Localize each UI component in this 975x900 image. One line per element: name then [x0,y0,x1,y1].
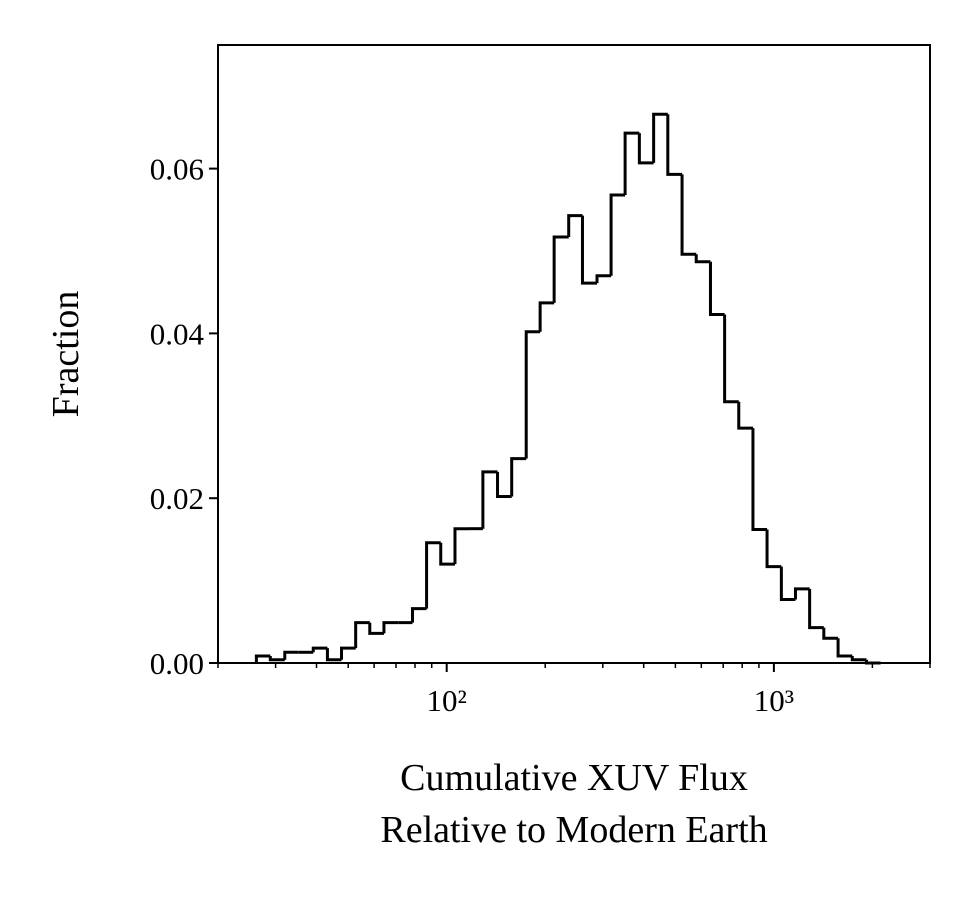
x-tick-label: 10² [427,683,467,718]
histogram-step [439,542,455,566]
y-tick-label: 0.06 [150,152,204,187]
histogram-step [254,654,271,663]
histogram-step [453,527,470,565]
histogram-step [552,235,569,303]
histogram-step [340,646,356,660]
histogram-step [765,529,782,569]
histogram-step [481,470,498,529]
y-axis-label: Fraction [45,291,87,418]
histogram-step [283,650,299,660]
y-tick-label: 0.02 [150,481,204,516]
histogram-step [567,214,583,237]
histogram-step [311,646,328,653]
histogram-step [737,401,753,430]
histogram-step [793,587,810,600]
histogram-step [708,261,725,316]
histogram-step [410,607,427,623]
histogram-step [382,621,399,634]
histogram-step [751,428,768,532]
histogram-step [680,174,697,256]
histogram-step [425,541,441,609]
histogram-step [368,622,384,635]
histogram-step [652,112,668,163]
histogram-step [496,471,512,499]
histogram-step [836,638,853,658]
histogram-step [510,457,527,497]
y-tick-label: 0.00 [150,646,204,681]
histogram-step [609,193,626,276]
histogram-step [538,301,555,332]
histogram-step [325,648,342,662]
histogram-step [666,114,683,176]
histogram-step [822,627,839,640]
histogram-step [723,314,739,404]
histogram-step [580,215,598,285]
histogram-step [779,566,796,602]
histogram-step [850,655,867,662]
histogram-step [524,330,541,459]
x-tick-label: 10³ [754,683,794,718]
histogram-step [354,621,370,649]
x-axis-label: Cumulative XUV Flux [400,757,748,799]
plot-frame [217,44,931,664]
x-axis-label: Relative to Modern Earth [380,809,767,851]
histogram-step [694,254,711,264]
y-tick-label: 0.04 [150,316,205,351]
histogram-step [637,133,654,165]
histogram-step [595,274,612,284]
histogram-step [623,131,640,195]
histogram-step [808,588,824,630]
histogram-step [268,655,285,662]
